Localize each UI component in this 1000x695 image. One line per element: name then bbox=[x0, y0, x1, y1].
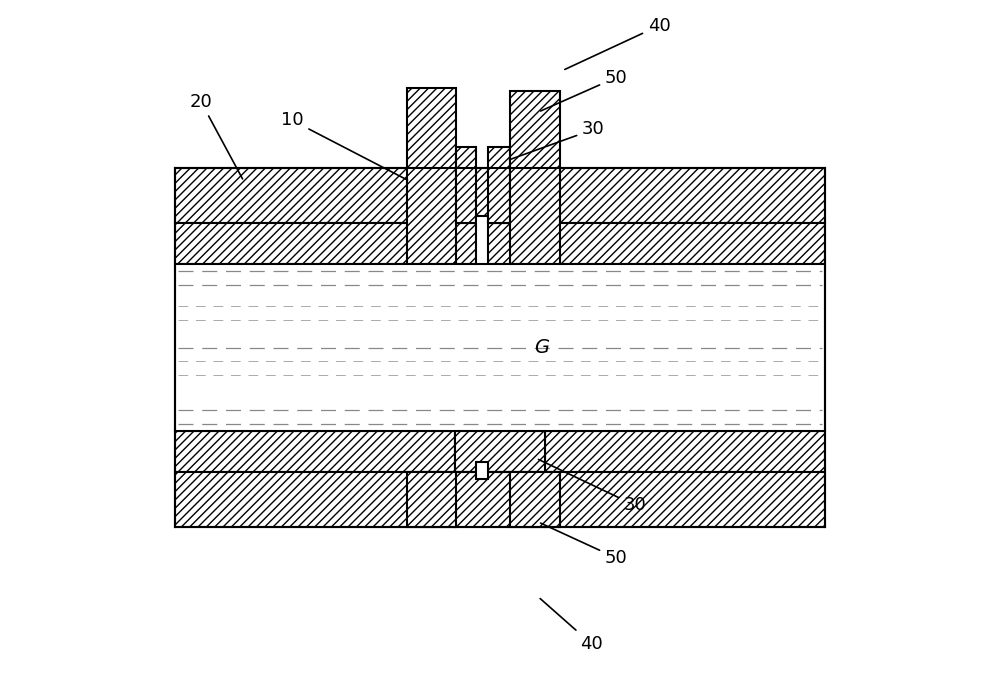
Bar bbox=[456, 147, 476, 223]
Text: 30: 30 bbox=[510, 120, 605, 160]
Text: 40: 40 bbox=[565, 17, 671, 70]
Bar bbox=[175, 264, 825, 431]
Bar bbox=[455, 167, 545, 223]
Bar bbox=[407, 88, 456, 264]
Bar bbox=[455, 223, 545, 264]
Text: 50: 50 bbox=[541, 69, 628, 111]
Bar bbox=[476, 216, 488, 275]
Text: 30: 30 bbox=[539, 459, 646, 514]
Text: 50: 50 bbox=[541, 523, 628, 567]
Text: 20: 20 bbox=[190, 92, 243, 179]
Bar bbox=[545, 167, 825, 223]
Bar bbox=[488, 147, 510, 223]
Text: 40: 40 bbox=[540, 598, 603, 653]
Bar bbox=[455, 472, 545, 528]
Bar bbox=[175, 431, 455, 472]
Bar bbox=[476, 461, 488, 479]
Bar bbox=[510, 472, 560, 528]
Bar bbox=[545, 472, 825, 528]
Bar bbox=[407, 472, 456, 528]
Text: G: G bbox=[534, 338, 549, 357]
Bar bbox=[175, 223, 455, 264]
Text: 10: 10 bbox=[281, 111, 408, 180]
Bar bbox=[175, 472, 455, 528]
Bar bbox=[175, 167, 455, 223]
Bar bbox=[545, 431, 825, 472]
Bar bbox=[545, 223, 825, 264]
Bar bbox=[455, 431, 545, 472]
Bar bbox=[510, 91, 560, 264]
